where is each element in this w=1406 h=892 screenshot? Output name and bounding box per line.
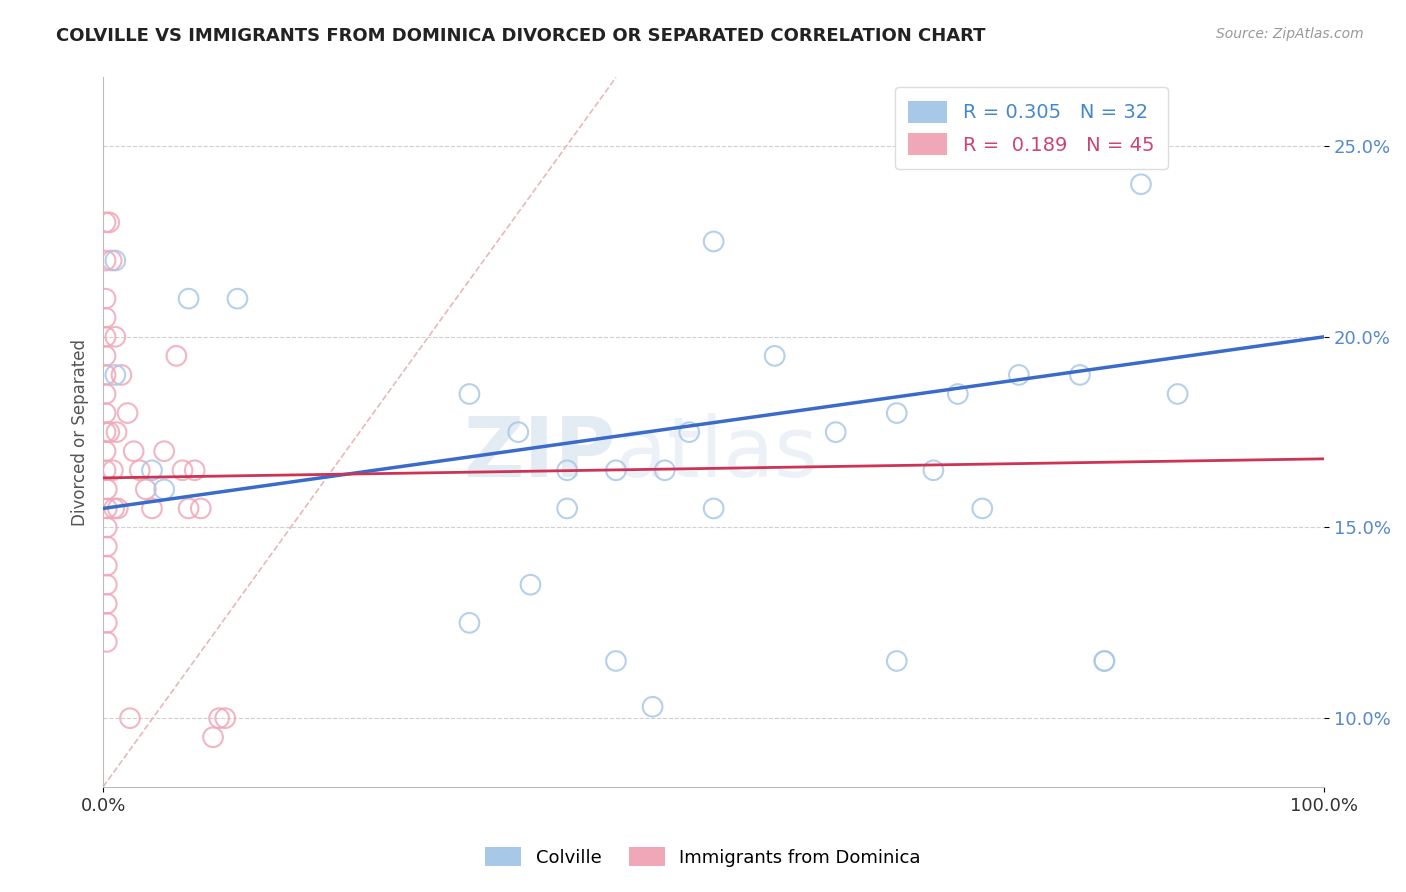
Point [94, 292, 117, 306]
Point [96, 615, 118, 630]
Point [104, 253, 127, 268]
Point [1092, 654, 1115, 668]
Point [122, 444, 145, 458]
Point [1092, 654, 1115, 668]
Point [177, 501, 200, 516]
Point [208, 711, 231, 725]
Point [183, 463, 205, 477]
Point [458, 615, 481, 630]
Point [104, 330, 127, 344]
Point [96, 483, 118, 497]
Legend: Colville, Immigrants from Dominica: Colville, Immigrants from Dominica [478, 840, 928, 874]
Point [555, 501, 578, 516]
Y-axis label: Divorced or Separated: Divorced or Separated [72, 339, 89, 525]
Text: atlas: atlas [616, 413, 818, 494]
Point [100, 253, 122, 268]
Point [107, 501, 129, 516]
Point [153, 483, 176, 497]
Point [886, 406, 908, 420]
Point [165, 349, 187, 363]
Point [96, 635, 118, 649]
Point [94, 406, 117, 420]
Point [824, 425, 846, 439]
Point [214, 711, 236, 725]
Point [98, 215, 121, 229]
Point [946, 387, 969, 401]
Point [508, 425, 530, 439]
Point [105, 425, 128, 439]
Point [641, 699, 664, 714]
Point [96, 501, 118, 516]
Point [972, 501, 994, 516]
Point [172, 463, 194, 477]
Point [117, 406, 139, 420]
Point [98, 425, 121, 439]
Point [141, 463, 163, 477]
Legend: R = 0.305   N = 32, R =  0.189   N = 45: R = 0.305 N = 32, R = 0.189 N = 45 [894, 87, 1168, 169]
Point [654, 463, 676, 477]
Point [153, 444, 176, 458]
Point [94, 310, 117, 325]
Point [96, 520, 118, 534]
Text: ZIP: ZIP [464, 413, 616, 494]
Point [605, 654, 627, 668]
Point [202, 731, 225, 745]
Point [94, 368, 117, 382]
Point [118, 711, 141, 725]
Point [94, 425, 117, 439]
Point [555, 463, 578, 477]
Point [94, 330, 117, 344]
Point [1069, 368, 1091, 382]
Point [104, 368, 127, 382]
Point [96, 577, 118, 591]
Point [94, 349, 117, 363]
Point [226, 292, 249, 306]
Point [94, 444, 117, 458]
Point [1167, 387, 1189, 401]
Point [94, 253, 117, 268]
Point [128, 463, 150, 477]
Point [94, 387, 117, 401]
Point [103, 501, 125, 516]
Point [94, 215, 117, 229]
Point [96, 540, 118, 554]
Point [96, 597, 118, 611]
Point [458, 387, 481, 401]
Point [135, 483, 157, 497]
Point [110, 368, 132, 382]
Point [519, 577, 541, 591]
Point [922, 463, 945, 477]
Point [678, 425, 700, 439]
Point [141, 501, 163, 516]
Point [101, 463, 124, 477]
Point [96, 558, 118, 573]
Point [886, 654, 908, 668]
Point [763, 349, 786, 363]
Text: Source: ZipAtlas.com: Source: ZipAtlas.com [1216, 27, 1364, 41]
Point [703, 501, 725, 516]
Point [190, 501, 212, 516]
Point [94, 463, 117, 477]
Point [605, 463, 627, 477]
Text: COLVILLE VS IMMIGRANTS FROM DOMINICA DIVORCED OR SEPARATED CORRELATION CHART: COLVILLE VS IMMIGRANTS FROM DOMINICA DIV… [56, 27, 986, 45]
Point [703, 235, 725, 249]
Point [1130, 178, 1153, 192]
Point [1008, 368, 1031, 382]
Point [177, 292, 200, 306]
